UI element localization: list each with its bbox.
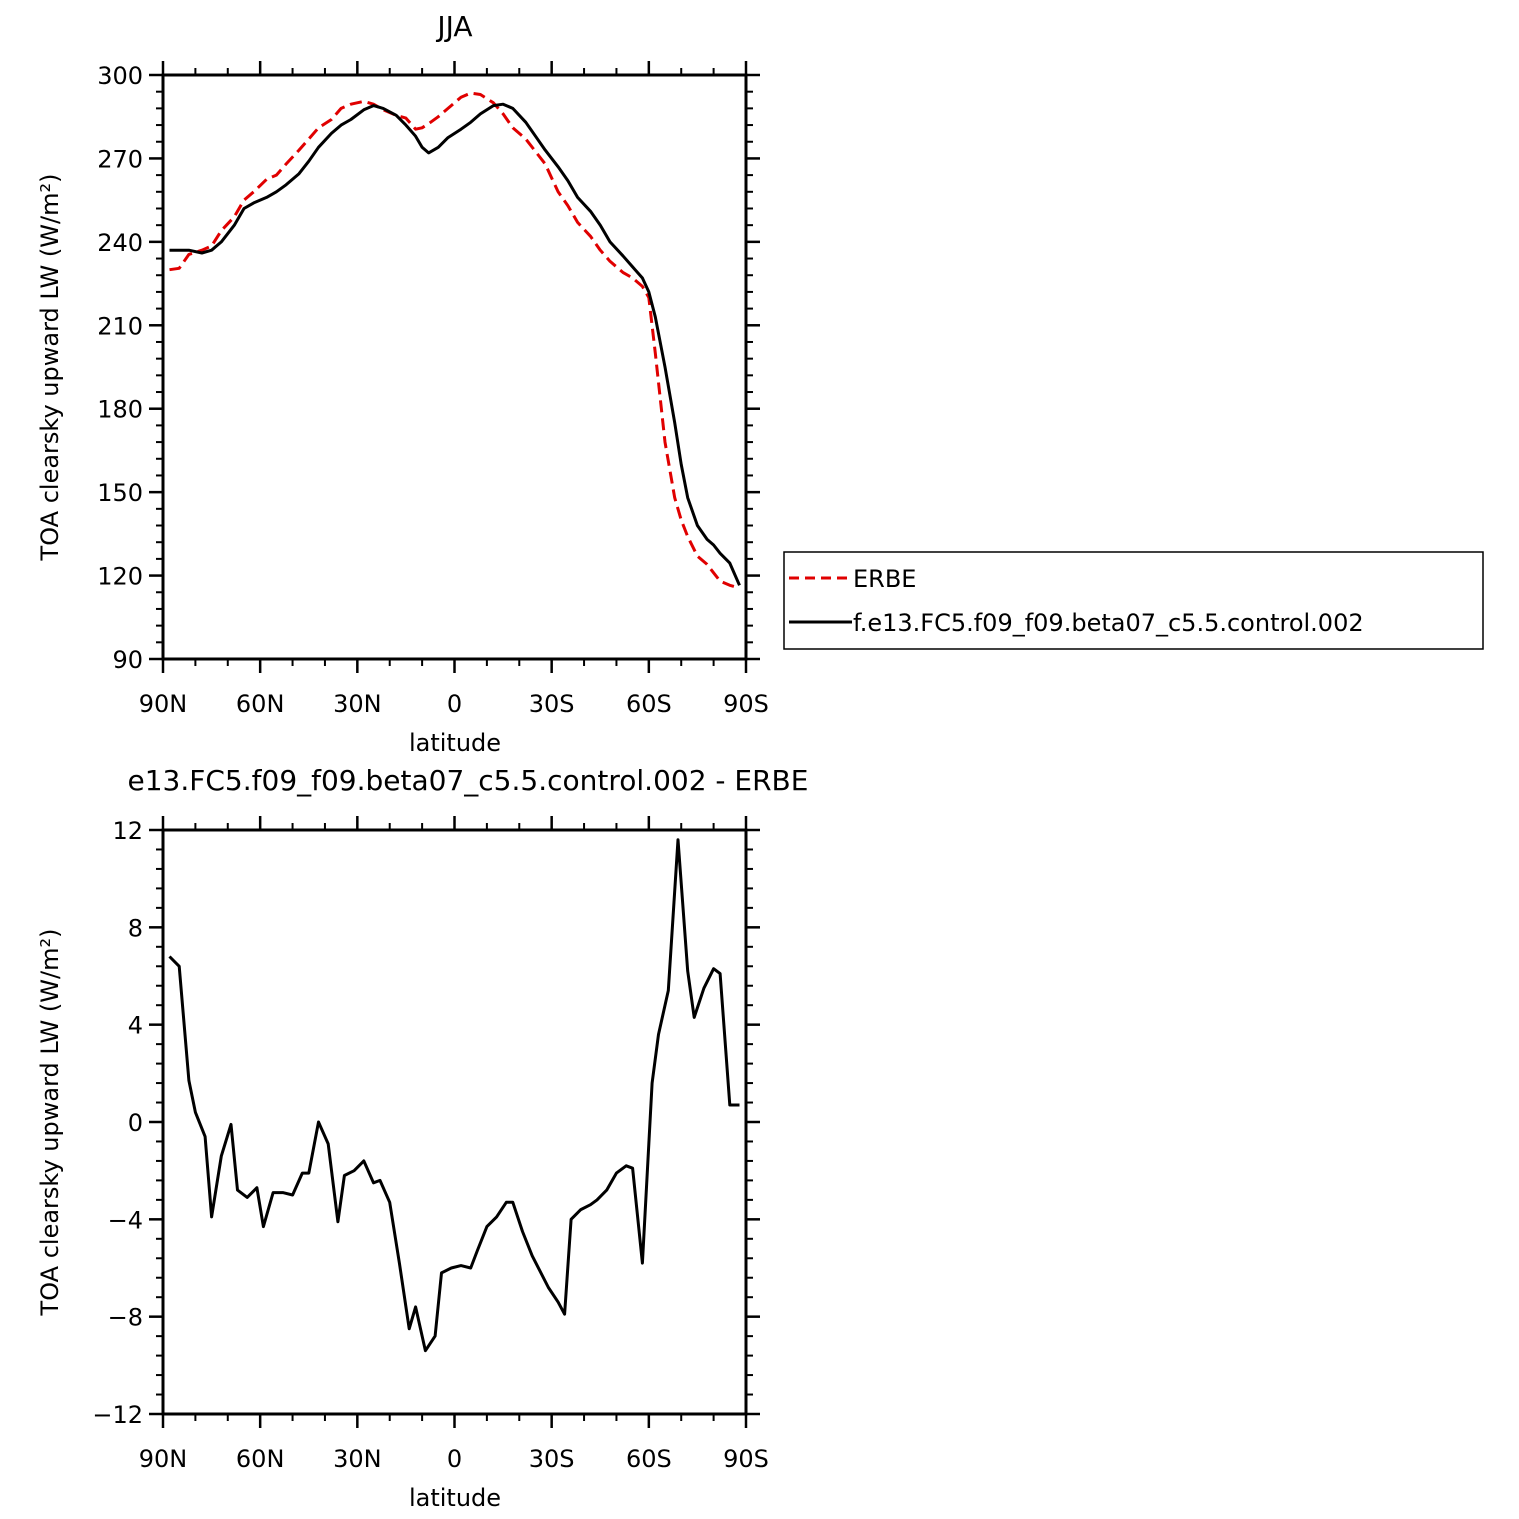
top-axis-ticks [149, 61, 760, 673]
bottom-xtick-label: 90N [139, 1445, 188, 1473]
bottom-y-axis-label: TOA clearsky upward LW (W/m²) [36, 929, 64, 1317]
bottom-x-tick-labels: 90N 60N 30N 0 30S 60S 90S [139, 1445, 769, 1473]
bottom-ytick-label: 8 [128, 914, 143, 942]
bottom-xtick-label: 30N [333, 1445, 382, 1473]
bottom-y-tick-labels: −12 −8 −4 0 4 8 12 [92, 817, 143, 1429]
top-ytick-label: 270 [97, 145, 143, 173]
legend-label-erbe: ERBE [853, 565, 916, 593]
bottom-xtick-label: 0 [447, 1445, 462, 1473]
bottom-ytick-label: 12 [112, 817, 143, 845]
bottom-plot-frame [161, 828, 748, 1416]
top-series-line-erbe [169, 91, 740, 590]
top-plot-frame [161, 73, 748, 661]
bottom-series-line-difference [168, 838, 740, 1353]
bottom-ytick-label: −12 [92, 1401, 143, 1429]
bottom-xtick-label: 60N [236, 1445, 285, 1473]
legend-box [783, 551, 1484, 650]
top-x-axis-label: latitude [409, 729, 501, 757]
top-ytick-label: 150 [97, 479, 143, 507]
bottom-ytick-label: 0 [128, 1109, 143, 1137]
top-xtick-label: 0 [447, 690, 462, 718]
top-xtick-label: 30S [529, 690, 575, 718]
top-series-group [169, 91, 741, 590]
bottom-xtick-label: 30S [529, 1445, 575, 1473]
bottom-chart-panel: e13.FC5.f09_f09.beta07_c5.5.control.002 … [36, 764, 808, 1512]
top-xtick-label: 90N [139, 690, 188, 718]
bottom-x-axis-label: latitude [409, 1484, 501, 1512]
bottom-chart-title: e13.FC5.f09_f09.beta07_c5.5.control.002 … [128, 764, 809, 797]
top-ytick-label: 120 [97, 563, 143, 591]
bottom-ytick-label: −8 [108, 1304, 143, 1332]
top-xtick-label: 60S [626, 690, 672, 718]
legend-label-model: f.e13.FC5.f09_f09.beta07_c5.5.control.00… [853, 609, 1364, 637]
bottom-xtick-label: 90S [723, 1445, 769, 1473]
top-xtick-label: 60N [236, 690, 285, 718]
bottom-series-group [168, 838, 740, 1353]
top-ytick-label: 90 [112, 646, 143, 674]
bottom-axis-ticks [149, 816, 760, 1428]
top-chart-title: JJA [435, 10, 472, 43]
top-xtick-label: 30N [333, 690, 382, 718]
top-y-tick-labels: 90 120 150 180 210 240 270 300 [97, 62, 143, 674]
bottom-ytick-label: 4 [128, 1012, 143, 1040]
top-y-axis-label: TOA clearsky upward LW (W/m²) [36, 174, 64, 562]
bottom-xtick-label: 60S [626, 1445, 672, 1473]
top-x-tick-labels: 90N 60N 30N 0 30S 60S 90S [139, 690, 769, 718]
legend: ERBE f.e13.FC5.f09_f09.beta07_c5.5.contr… [783, 551, 1484, 650]
top-ytick-label: 210 [97, 312, 143, 340]
top-ytick-label: 180 [97, 396, 143, 424]
top-ytick-label: 240 [97, 229, 143, 257]
top-ytick-label: 300 [97, 62, 143, 90]
top-chart-panel: JJA 90 120 150 180 210 240 270 300 90N 60N 30N 0 30… [36, 10, 1484, 757]
top-series-line-model [169, 102, 741, 586]
bottom-ytick-label: −4 [108, 1206, 143, 1234]
top-xtick-label: 90S [723, 690, 769, 718]
